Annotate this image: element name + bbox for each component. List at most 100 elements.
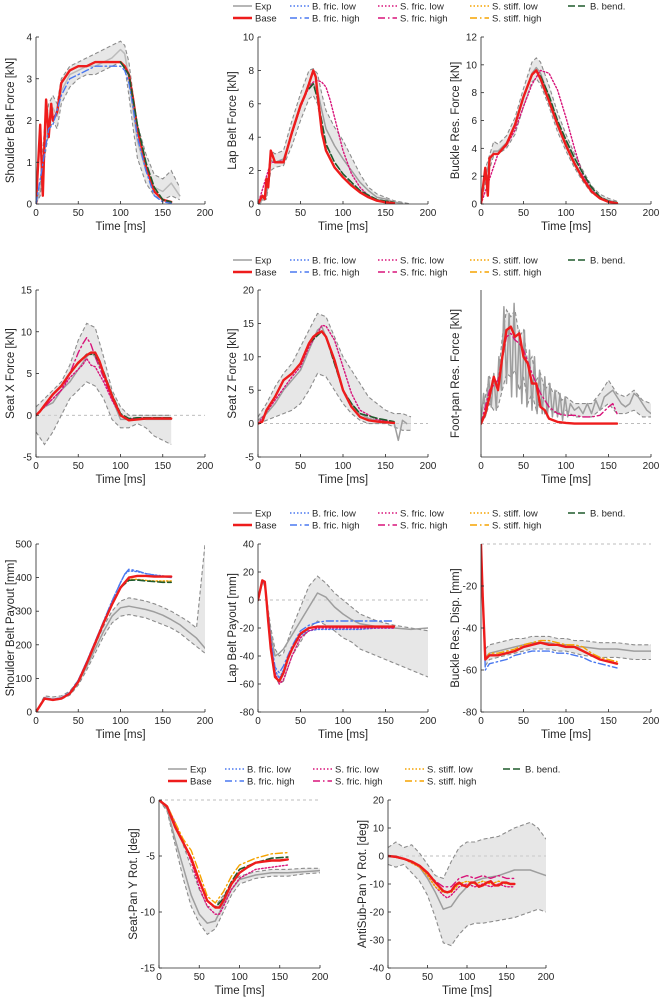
y-tick-label: 0 [149, 796, 155, 807]
plot-area [36, 40, 181, 204]
legend-label-b-bend: B. bend. [525, 765, 560, 776]
x-tick-label: 100 [112, 461, 129, 472]
exp-corridor-band [258, 313, 411, 431]
y-tick-label: -80 [240, 708, 255, 719]
x-tick-label: 0 [255, 716, 261, 727]
x-tick-label: 0 [33, 208, 39, 219]
series-base [481, 325, 619, 425]
x-axis-label: Time [ms] [214, 985, 264, 997]
exp-corridor-band [159, 800, 320, 935]
legend-label-s-fric-high: S. fric. high [400, 268, 448, 279]
y-axis-label: Shoulder Belt Payout [mm] [5, 560, 17, 697]
chart-shoulder-belt-payout: 0 50 100 150 200 0 100 200 300 400 500 Time [ms] Sho… [5, 540, 214, 742]
series-base [481, 69, 619, 204]
series-s-stiff-high [481, 544, 618, 663]
series-exp [481, 302, 651, 425]
plot-area [36, 322, 173, 446]
legend-label-base: Base [255, 521, 277, 532]
legend-label-s-stiff-low: S. stiff. low [427, 765, 473, 776]
exp-corridor-lower [481, 368, 651, 424]
y-tick-label: 4 [248, 133, 254, 144]
exp-corridor-band [36, 41, 180, 204]
series-exp [159, 800, 320, 924]
y-tick-label: 20 [373, 796, 385, 807]
legend-label-base: Base [255, 268, 277, 279]
plot-area [258, 575, 428, 685]
x-tick-label: 100 [112, 208, 129, 219]
exp-corridor-band [36, 544, 205, 712]
legend-label-b-fric-high: B. fric. high [312, 268, 360, 279]
y-tick-label: 10 [243, 33, 255, 44]
y-axis-label: Shoulder Belt Force [kN] [5, 58, 17, 183]
y-tick-label: 12 [466, 33, 478, 44]
exp-corridor-lower [36, 381, 172, 446]
legend-label-exp: Exp [190, 765, 206, 776]
y-tick-label: -5 [245, 453, 254, 464]
x-tick-label: 200 [420, 208, 437, 219]
x-tick-label: 0 [33, 716, 39, 727]
y-axis-label: Seat-Pan Y Rot. [deg] [128, 828, 140, 939]
x-tick-label: 150 [154, 461, 171, 472]
y-tick-label: 10 [243, 352, 255, 363]
y-tick-label: 2 [471, 172, 477, 183]
y-tick-label: -40 [240, 652, 255, 663]
y-tick-label: 0 [26, 411, 32, 422]
chart-lap-belt-payout: 0 50 100 150 200 -80 -60 -40 -20 0 20 40 Time [ms] La… [227, 540, 437, 742]
legend-label-b-fric-low: B. fric. low [312, 256, 356, 267]
chart-seat-pan-y-rot: 0 50 100 150 200 -15 -10 -5 0 Time [ms] Seat-Pan Y… [128, 796, 329, 998]
y-tick-label: -15 [141, 964, 156, 975]
y-axis-label: Buckle Res. Force [kN] [450, 62, 462, 180]
x-tick-label: 0 [478, 461, 484, 472]
series-s-fric-high [388, 855, 516, 888]
exp-corridor-lower [258, 372, 411, 431]
series-base [36, 574, 173, 712]
y-tick-label: 4 [26, 33, 32, 44]
x-tick-label: 50 [73, 461, 85, 472]
series-base [481, 544, 619, 665]
x-tick-label: 100 [112, 716, 129, 727]
x-tick-label: 150 [600, 716, 617, 727]
exp-corridor-upper [36, 40, 181, 204]
y-tick-label: 0 [378, 852, 384, 863]
y-tick-label: 15 [243, 319, 255, 330]
y-tick-label: -60 [463, 666, 478, 677]
x-tick-label: 50 [518, 208, 530, 219]
x-tick-label: 150 [600, 461, 617, 472]
x-axis-label: Time [ms] [541, 221, 591, 233]
y-tick-label: -10 [141, 908, 156, 919]
x-tick-label: 150 [600, 208, 617, 219]
chart-shoulder-belt-force: 0 50 100 150 200 0 1 2 3 4 Time [ms] Shoulder Belt … [5, 33, 214, 234]
exp-corridor-upper [388, 821, 546, 880]
exp-corridor-lower [36, 61, 180, 204]
legend-label-b-bend: B. bend. [590, 2, 625, 13]
series-base [258, 579, 396, 683]
x-tick-label: 0 [33, 461, 39, 472]
legend-label-s-stiff-high: S. stiff. high [492, 268, 541, 279]
plot-area [388, 821, 546, 947]
exp-corridor-lower [159, 800, 320, 936]
y-axis-label: Seat Z Force [kN] [227, 328, 239, 418]
x-tick-label: 100 [558, 716, 575, 727]
y-tick-label: 2 [26, 116, 32, 127]
legend-label-b-fric-low: B. fric. low [312, 2, 356, 13]
x-tick-label: 50 [295, 716, 307, 727]
legend-label-s-fric-high: S. fric. high [400, 521, 448, 532]
series-base [258, 69, 396, 204]
legend-1: Exp B. fric. low S. fric. low S. stiff. low… [233, 2, 625, 25]
x-tick-label: 150 [154, 208, 171, 219]
legend-label-s-stiff-high: S. stiff. high [492, 521, 541, 532]
x-tick-label: 200 [643, 461, 660, 472]
x-tick-label: 100 [459, 972, 476, 983]
x-tick-label: 200 [197, 716, 214, 727]
y-tick-label: 1 [26, 158, 32, 169]
legend-4: Exp B. fric. low S. fric. low S. stiff. low… [168, 765, 560, 788]
x-tick-label: 200 [538, 972, 555, 983]
x-tick-label: 200 [643, 208, 660, 219]
y-tick-label: -5 [23, 453, 32, 464]
x-tick-label: 50 [518, 461, 530, 472]
legend-label-s-fric-high: S. fric. high [400, 14, 448, 25]
x-tick-label: 200 [643, 716, 660, 727]
exp-corridor-band [36, 323, 172, 445]
